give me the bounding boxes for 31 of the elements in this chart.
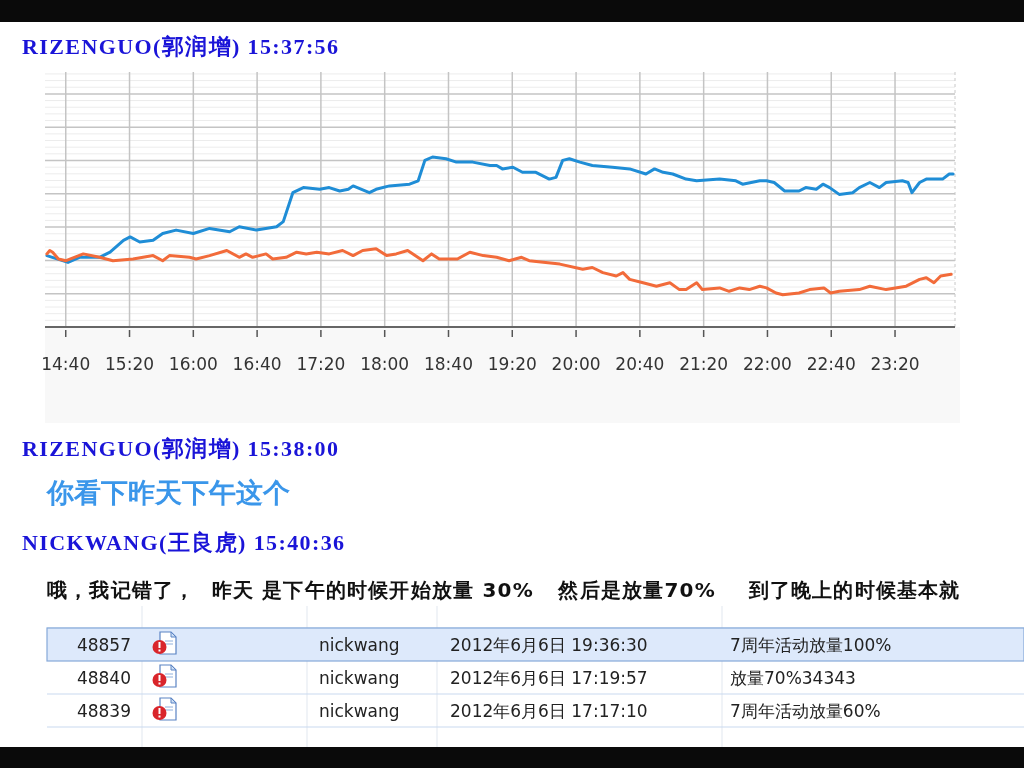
- text: 放量70%34343: [730, 668, 856, 688]
- x-tick-label: 23:20: [870, 354, 920, 374]
- text: nickwang: [319, 668, 400, 688]
- text: 2012年6月6日 17:19:57: [450, 668, 648, 688]
- x-tick-label: 19:20: [487, 354, 537, 374]
- x-tick-label: 14:40: [41, 354, 91, 374]
- x-tick-label: 18:00: [360, 354, 410, 374]
- x-tick-label: 20:40: [615, 354, 665, 374]
- x-tick-label: 16:00: [168, 354, 218, 374]
- x-tick-label: 22:40: [806, 354, 856, 374]
- text: 2012年6月6日 19:36:30: [450, 635, 648, 655]
- text: NICKWANG(王良虎) 15:40:36: [22, 530, 346, 555]
- x-tick-label: 15:20: [105, 354, 155, 374]
- text: 48840: [76, 668, 131, 688]
- text: 7周年活动放量100%: [730, 635, 892, 655]
- text: 7周年活动放量60%: [730, 701, 881, 721]
- x-tick-label: 18:40: [423, 354, 473, 374]
- x-tick-label: 21:20: [679, 354, 729, 374]
- x-tick-label: 16:40: [232, 354, 282, 374]
- x-tick-label: 20:00: [551, 354, 601, 374]
- text: nickwang: [319, 635, 400, 655]
- chart-title: RIZENGUO(郭润增) 15:37:56: [22, 34, 340, 59]
- text: 2012年6月6日 17:17:10: [450, 701, 648, 721]
- text: RIZENGUO(郭润增) 15:38:00: [22, 436, 340, 461]
- text: 哦，我记错了， 昨天 是下午的时候开始放量 30% 然后是放量70% 到了晚上的时候基本就: [47, 578, 961, 602]
- text: 48857: [76, 635, 131, 655]
- text: 48839: [76, 701, 131, 721]
- x-tick-label: 17:20: [296, 354, 346, 374]
- x-tick-label: 22:00: [742, 354, 792, 374]
- text: 你看下昨天下午这个: [46, 477, 290, 508]
- text: nickwang: [319, 701, 400, 721]
